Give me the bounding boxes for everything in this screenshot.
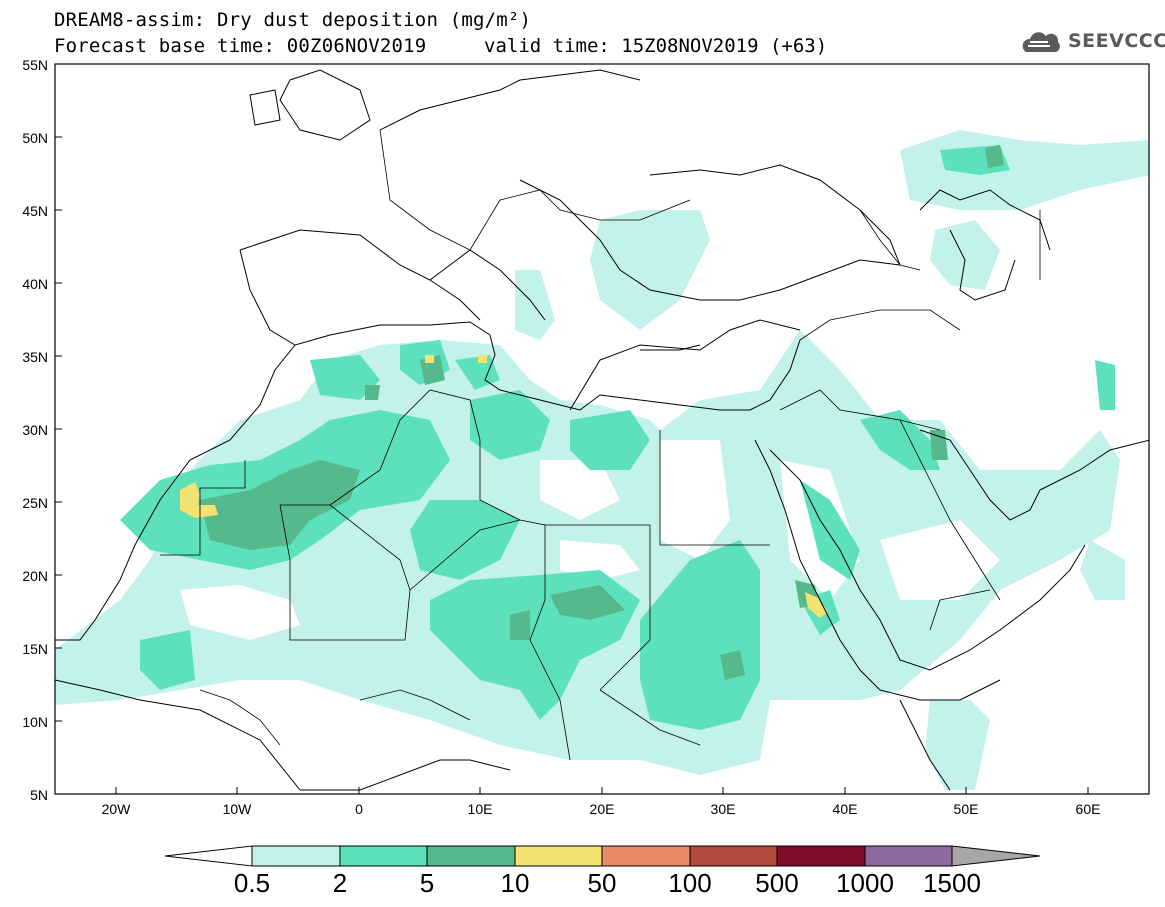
logo-text: SEEVCCC <box>1068 30 1165 52</box>
valid-time: valid time: 15Z08NOV2019 (+63) <box>484 35 828 57</box>
colorbar-under-arrow <box>164 845 253 867</box>
colorbar-swatch-2 <box>339 845 428 867</box>
lat-label: 25N <box>22 495 48 511</box>
axis-ticks <box>55 63 1089 794</box>
lat-label: 30N <box>22 422 48 438</box>
lat-label: 40N <box>22 276 48 292</box>
lon-label: 10W <box>222 801 252 817</box>
cloud-logo-icon <box>1022 32 1060 52</box>
lon-label: 20W <box>101 801 131 817</box>
lon-label: 40E <box>832 801 858 817</box>
colorbar-swatch-6 <box>689 845 778 867</box>
lon-label: 30E <box>710 801 736 817</box>
colorbar-swatch-4 <box>514 845 603 867</box>
lat-label: 50N <box>22 130 48 146</box>
level-10-region <box>180 355 828 618</box>
lat-label: 20N <box>22 568 48 584</box>
colorbar-swatch-3 <box>426 845 516 867</box>
colorbar-level-label: 5 <box>419 868 435 898</box>
colorbar-level-label: 50 <box>587 868 617 898</box>
country-borders <box>160 129 1041 761</box>
colorbar-swatch-7 <box>776 845 866 867</box>
lat-label: 45N <box>22 203 48 219</box>
colorbar-level-label: 500 <box>755 868 799 898</box>
lon-label: 50E <box>953 801 979 817</box>
lon-label: 10E <box>467 801 493 817</box>
colorbar-level-label: 1000 <box>836 868 894 898</box>
colorbar-swatch-5 <box>601 845 691 867</box>
colorbar <box>164 845 1041 867</box>
forecast-base-time: Forecast base time: 00Z06NOV2019 <box>54 35 427 57</box>
lon-label: 0 <box>355 801 363 817</box>
colorbar-level-label: 0.5 <box>233 868 271 898</box>
lat-label: 10N <box>22 714 48 730</box>
lon-label: 60E <box>1075 801 1101 817</box>
map-title: DREAM8-assim: Dry dust deposition (mg/m²… <box>54 9 532 31</box>
colorbar-level-label: 100 <box>668 868 712 898</box>
colorbar-level-label: 2 <box>332 868 348 898</box>
colorbar-level-label: 1500 <box>923 868 981 898</box>
lat-label: 5N <box>30 787 48 803</box>
coastlines <box>55 69 1149 791</box>
colorbar-level-label: 10 <box>500 868 530 898</box>
colorbar-over-arrow <box>951 845 1041 867</box>
lat-label: 35N <box>22 349 48 365</box>
lat-label: 55N <box>22 57 48 73</box>
lon-label: 20E <box>589 801 615 817</box>
dust-field <box>55 130 1149 790</box>
colorbar-swatch-8 <box>864 845 953 867</box>
colorbar-swatch-1 <box>251 845 341 867</box>
lat-label: 15N <box>22 641 48 657</box>
